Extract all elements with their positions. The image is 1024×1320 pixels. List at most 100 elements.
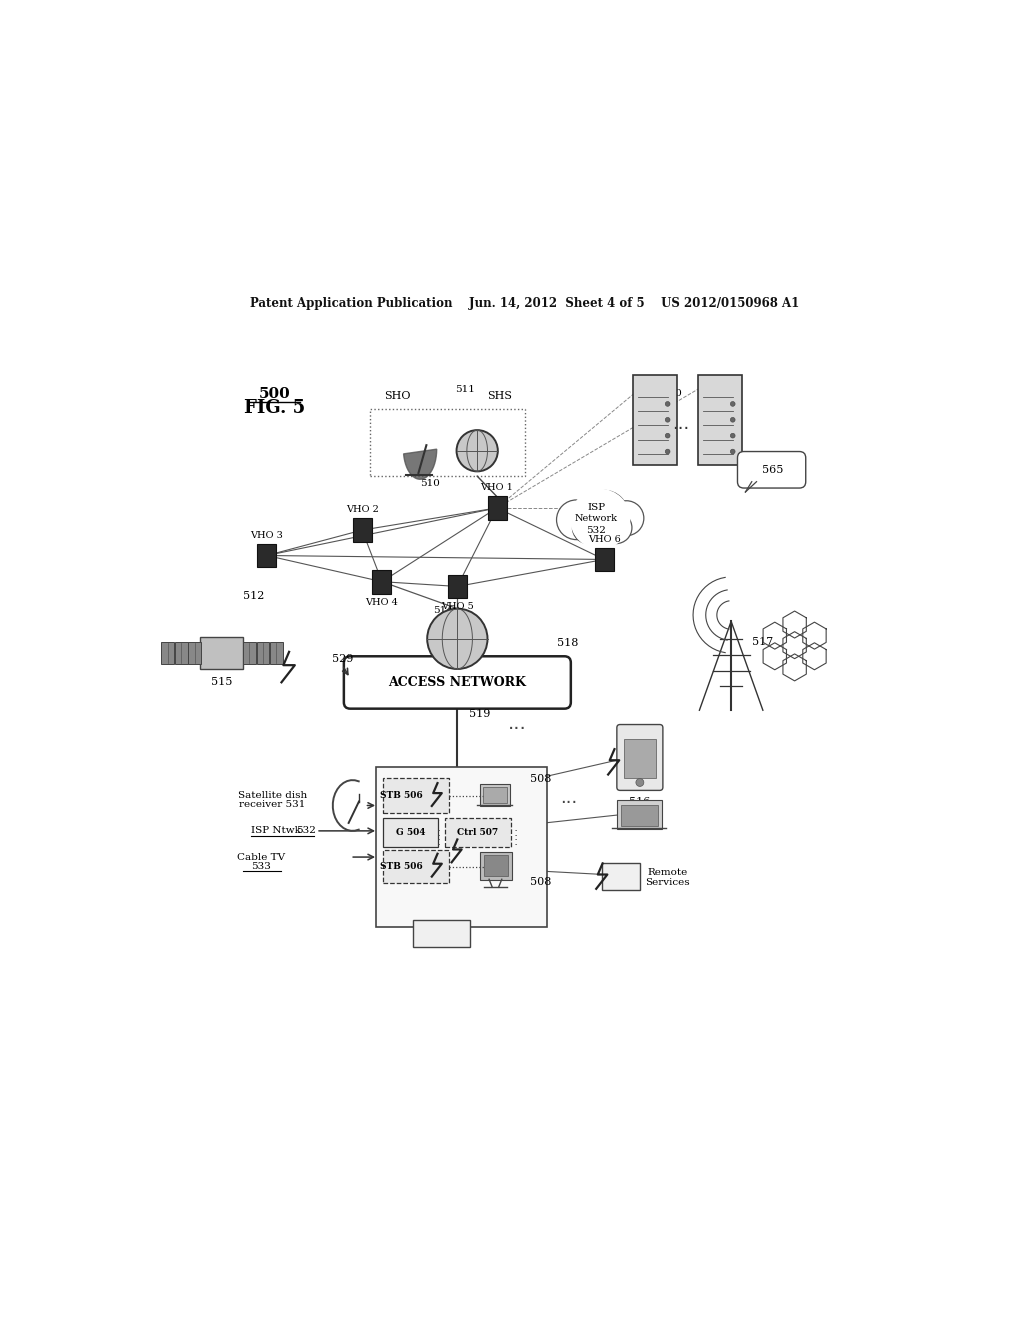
Text: 516: 516 [629, 797, 650, 807]
Text: 500: 500 [259, 387, 291, 401]
FancyBboxPatch shape [487, 496, 507, 520]
Circle shape [427, 609, 487, 669]
Text: VHO 5: VHO 5 [441, 602, 474, 611]
FancyBboxPatch shape [737, 451, 806, 488]
Text: 518: 518 [557, 638, 578, 648]
Text: ISP: ISP [587, 503, 605, 512]
FancyBboxPatch shape [383, 779, 450, 813]
FancyBboxPatch shape [595, 548, 613, 572]
FancyBboxPatch shape [201, 638, 243, 669]
Circle shape [556, 500, 596, 540]
Text: Remote: Remote [647, 869, 688, 878]
FancyBboxPatch shape [344, 656, 570, 709]
Text: ACCESS NETWORK: ACCESS NETWORK [388, 676, 526, 689]
Text: Services: Services [645, 878, 690, 887]
Circle shape [572, 512, 604, 544]
FancyBboxPatch shape [479, 784, 510, 807]
Text: :: : [513, 826, 517, 840]
Circle shape [457, 430, 498, 471]
Text: 533: 533 [251, 862, 271, 871]
Text: VHO 6: VHO 6 [588, 535, 621, 544]
FancyBboxPatch shape [413, 920, 470, 946]
Circle shape [730, 401, 735, 407]
Circle shape [609, 500, 644, 536]
Text: Satellite dish: Satellite dish [238, 791, 307, 800]
Text: 532: 532 [296, 826, 316, 836]
FancyBboxPatch shape [444, 818, 511, 846]
Text: ...: ... [560, 788, 578, 807]
Text: 515: 515 [211, 677, 232, 686]
FancyBboxPatch shape [602, 862, 640, 890]
Text: 529: 529 [332, 653, 353, 664]
Text: SHS: SHS [486, 391, 512, 401]
FancyBboxPatch shape [633, 375, 677, 465]
FancyBboxPatch shape [621, 805, 658, 826]
Text: :: : [513, 834, 517, 847]
Polygon shape [403, 449, 436, 479]
Text: :: : [437, 834, 441, 847]
FancyBboxPatch shape [383, 818, 438, 846]
Text: VHO 3: VHO 3 [251, 531, 284, 540]
Text: receiver 531: receiver 531 [240, 800, 305, 809]
FancyBboxPatch shape [624, 739, 655, 779]
Text: FIG. 5: FIG. 5 [244, 399, 305, 417]
Text: 530: 530 [662, 389, 682, 399]
FancyBboxPatch shape [162, 642, 174, 664]
Text: ...: ... [508, 714, 526, 733]
FancyBboxPatch shape [616, 800, 663, 829]
FancyBboxPatch shape [270, 642, 283, 664]
FancyBboxPatch shape [257, 544, 276, 568]
Circle shape [730, 449, 735, 454]
Text: 570: 570 [431, 928, 453, 937]
Text: 519: 519 [469, 709, 490, 719]
FancyBboxPatch shape [188, 642, 201, 664]
Circle shape [730, 433, 735, 438]
Circle shape [730, 417, 735, 422]
Circle shape [581, 491, 628, 539]
Text: 511: 511 [456, 385, 475, 395]
Text: Ctrl 507: Ctrl 507 [458, 828, 499, 837]
Text: STB 506: STB 506 [381, 862, 423, 871]
Text: G 504: G 504 [395, 828, 425, 837]
Text: SHO: SHO [385, 391, 411, 401]
Circle shape [570, 488, 631, 549]
FancyBboxPatch shape [482, 787, 507, 803]
FancyBboxPatch shape [376, 767, 547, 927]
FancyBboxPatch shape [480, 851, 512, 880]
Text: Network: Network [574, 515, 617, 524]
Text: 532: 532 [587, 525, 606, 535]
Text: :: : [437, 826, 441, 840]
Text: Cable TV: Cable TV [238, 853, 286, 862]
Text: 508: 508 [530, 775, 551, 784]
Text: Patent Application Publication    Jun. 14, 2012  Sheet 4 of 5    US 2012/0150968: Patent Application Publication Jun. 14, … [250, 297, 800, 310]
FancyBboxPatch shape [447, 574, 467, 598]
Text: ...: ... [672, 414, 689, 433]
Text: 502: 502 [446, 772, 468, 783]
Text: VHO 2: VHO 2 [346, 506, 379, 515]
Circle shape [666, 449, 670, 454]
Text: 517: 517 [753, 636, 773, 647]
FancyBboxPatch shape [697, 375, 742, 465]
Text: 514: 514 [433, 606, 454, 615]
FancyBboxPatch shape [373, 570, 391, 594]
Text: STB 506: STB 506 [381, 792, 423, 800]
FancyBboxPatch shape [484, 855, 508, 876]
FancyBboxPatch shape [257, 642, 269, 664]
Text: 510: 510 [420, 479, 439, 487]
Text: VHO 1: VHO 1 [480, 483, 513, 492]
Text: VHO 4: VHO 4 [366, 598, 398, 607]
FancyBboxPatch shape [352, 519, 372, 543]
Text: 508: 508 [530, 878, 551, 887]
Text: 570: 570 [629, 771, 650, 781]
FancyBboxPatch shape [383, 850, 450, 883]
FancyBboxPatch shape [616, 725, 663, 791]
Text: 570: 570 [609, 870, 631, 879]
Circle shape [666, 401, 670, 407]
FancyBboxPatch shape [175, 642, 187, 664]
Circle shape [666, 433, 670, 438]
Circle shape [600, 512, 632, 544]
FancyBboxPatch shape [243, 642, 256, 664]
Circle shape [636, 779, 644, 787]
Text: VHS: VHS [444, 680, 470, 690]
Text: ISP Ntwk: ISP Ntwk [251, 826, 304, 836]
